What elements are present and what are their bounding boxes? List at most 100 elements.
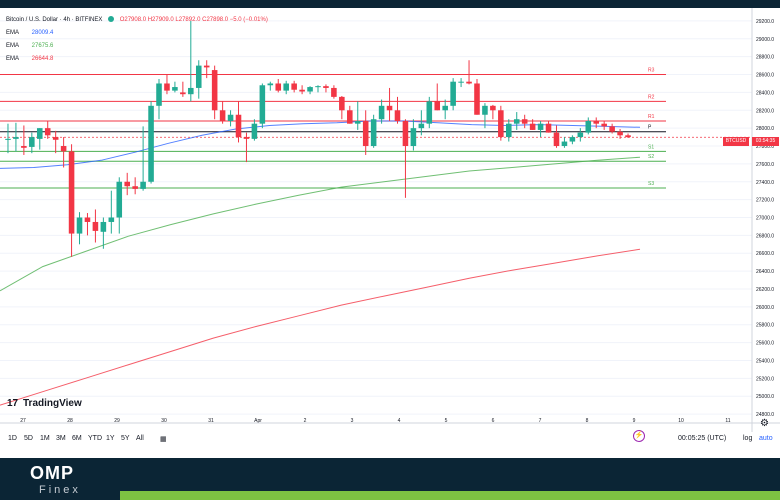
utc-clock[interactable]: 00:05:25 (UTC) bbox=[678, 435, 727, 442]
y-tick-label: 25000.0 bbox=[756, 394, 774, 400]
symbol-title: Bitcoin / U.S. Dollar · 4h · BITFINEX bbox=[6, 17, 103, 23]
candle-body bbox=[474, 83, 480, 115]
candle-body bbox=[164, 83, 170, 91]
x-tick-label: 3 bbox=[351, 418, 354, 424]
pivot-level-label: R2 bbox=[648, 94, 655, 100]
candle-body bbox=[243, 137, 250, 139]
candle-body bbox=[490, 105, 496, 111]
candle-body bbox=[386, 105, 393, 111]
y-tick-label: 25400.0 bbox=[756, 358, 774, 364]
candle-body bbox=[378, 105, 385, 120]
x-tick-label: 4 bbox=[398, 418, 401, 424]
candle-body bbox=[362, 121, 369, 147]
range-1d-button[interactable]: 1D bbox=[8, 435, 17, 442]
auto-scale-toggle[interactable]: auto bbox=[759, 435, 773, 442]
candle-body bbox=[617, 131, 623, 136]
y-tick-label: 26000.0 bbox=[756, 305, 774, 311]
pivot-level-label: R3 bbox=[648, 68, 655, 74]
candle-body bbox=[259, 85, 266, 124]
x-tick-label: 8 bbox=[586, 418, 589, 424]
ema-mid-line bbox=[0, 156, 641, 292]
pivot-level-label: R1 bbox=[648, 114, 655, 120]
candle-body bbox=[21, 146, 27, 148]
ema-slow-line bbox=[0, 248, 641, 406]
ema-row-1[interactable]: EMA 28009.4 bbox=[6, 27, 268, 40]
y-tick-label: 26200.0 bbox=[756, 287, 774, 293]
range-1y-button[interactable]: 1Y bbox=[106, 435, 115, 442]
ema-row-3[interactable]: EMA 26644.8 bbox=[6, 53, 268, 66]
y-tick-label: 25200.0 bbox=[756, 376, 774, 382]
brand-accent-strip bbox=[120, 491, 780, 500]
candle-body bbox=[148, 105, 154, 182]
price-chart[interactable]: R3 R2 R1 P S1 S2 S3 29200.0 29000.0 28800.0 28600… bbox=[0, 8, 780, 432]
candle-body bbox=[251, 123, 258, 139]
candle-body bbox=[537, 123, 544, 130]
candle-countdown-tag: 03:54:35 bbox=[752, 137, 779, 146]
x-tick-label: 28 bbox=[67, 418, 73, 424]
candle-body bbox=[561, 141, 568, 147]
candle-body bbox=[195, 65, 202, 88]
tradingview-logo[interactable]: 17 TradingView bbox=[7, 398, 82, 409]
top-bar bbox=[0, 0, 780, 8]
ema-row-2[interactable]: EMA 27675.6 bbox=[6, 40, 268, 53]
candle-body bbox=[593, 121, 600, 124]
lightning-event-icon[interactable]: ⚡ bbox=[633, 430, 645, 442]
candle-body bbox=[283, 83, 289, 91]
y-tick-label: 28600.0 bbox=[756, 73, 774, 79]
candle-body bbox=[5, 138, 11, 140]
range-ytd-button[interactable]: YTD bbox=[88, 435, 102, 442]
candle-body bbox=[569, 137, 576, 142]
candle-body bbox=[601, 123, 607, 127]
x-tick-label: 6 bbox=[492, 418, 495, 424]
candle-body bbox=[410, 128, 417, 147]
range-3m-button[interactable]: 3M bbox=[56, 435, 66, 442]
pivot-level-label: P bbox=[648, 125, 652, 131]
range-5d-button[interactable]: 5D bbox=[24, 435, 33, 442]
y-tick-label: 27400.0 bbox=[756, 180, 774, 186]
ema-label: EMA bbox=[6, 56, 20, 62]
candle-body bbox=[68, 151, 75, 234]
candle-body bbox=[60, 146, 67, 152]
range-6m-button[interactable]: 6M bbox=[72, 435, 82, 442]
candle-body bbox=[92, 221, 99, 231]
candle-body bbox=[394, 110, 401, 122]
candle-body bbox=[545, 123, 552, 133]
x-tick-label: 29 bbox=[114, 418, 120, 424]
y-tick-label: 28400.0 bbox=[756, 90, 774, 96]
candle-body bbox=[116, 181, 123, 218]
candle-body bbox=[219, 110, 226, 122]
candle-body bbox=[315, 86, 321, 88]
ema-value: 28009.4 bbox=[31, 30, 54, 36]
candle-body bbox=[156, 83, 162, 106]
candle-body bbox=[331, 87, 337, 97]
candle-body bbox=[577, 132, 584, 138]
x-tick-label: 2 bbox=[304, 418, 307, 424]
range-all-button[interactable]: All bbox=[136, 435, 144, 442]
candle-body bbox=[180, 92, 186, 95]
legend-symbol-row: Bitcoin / U.S. Dollar · 4h · BITFINEX O2… bbox=[6, 14, 268, 27]
y-tick-label: 27600.0 bbox=[756, 162, 774, 168]
candle-body bbox=[36, 128, 43, 139]
log-scale-toggle[interactable]: log bbox=[743, 435, 753, 442]
candle-body bbox=[188, 87, 194, 95]
symbol-price-tag: BTCUSD bbox=[723, 137, 749, 146]
date-range-calendar-icon[interactable]: ▦ bbox=[160, 436, 167, 443]
candle-body bbox=[609, 126, 615, 132]
candle-body bbox=[402, 121, 409, 147]
candle-body bbox=[482, 105, 488, 115]
ema-value: 26644.8 bbox=[31, 56, 54, 62]
range-5y-button[interactable]: 5Y bbox=[121, 435, 130, 442]
ema-label: EMA bbox=[6, 43, 20, 49]
candle-body bbox=[450, 81, 456, 106]
candle-body bbox=[211, 70, 218, 111]
candle-body bbox=[172, 87, 178, 91]
candle-body bbox=[52, 137, 59, 140]
y-tick-label: 29000.0 bbox=[756, 37, 774, 43]
candle-body bbox=[521, 119, 528, 124]
range-1m-button[interactable]: 1M bbox=[40, 435, 50, 442]
candle-body bbox=[354, 121, 361, 124]
x-tick-label: 5 bbox=[445, 418, 448, 424]
candle-body bbox=[84, 217, 91, 222]
gear-icon[interactable]: ⚙ bbox=[760, 418, 769, 429]
y-tick-label: 28200.0 bbox=[756, 108, 774, 114]
